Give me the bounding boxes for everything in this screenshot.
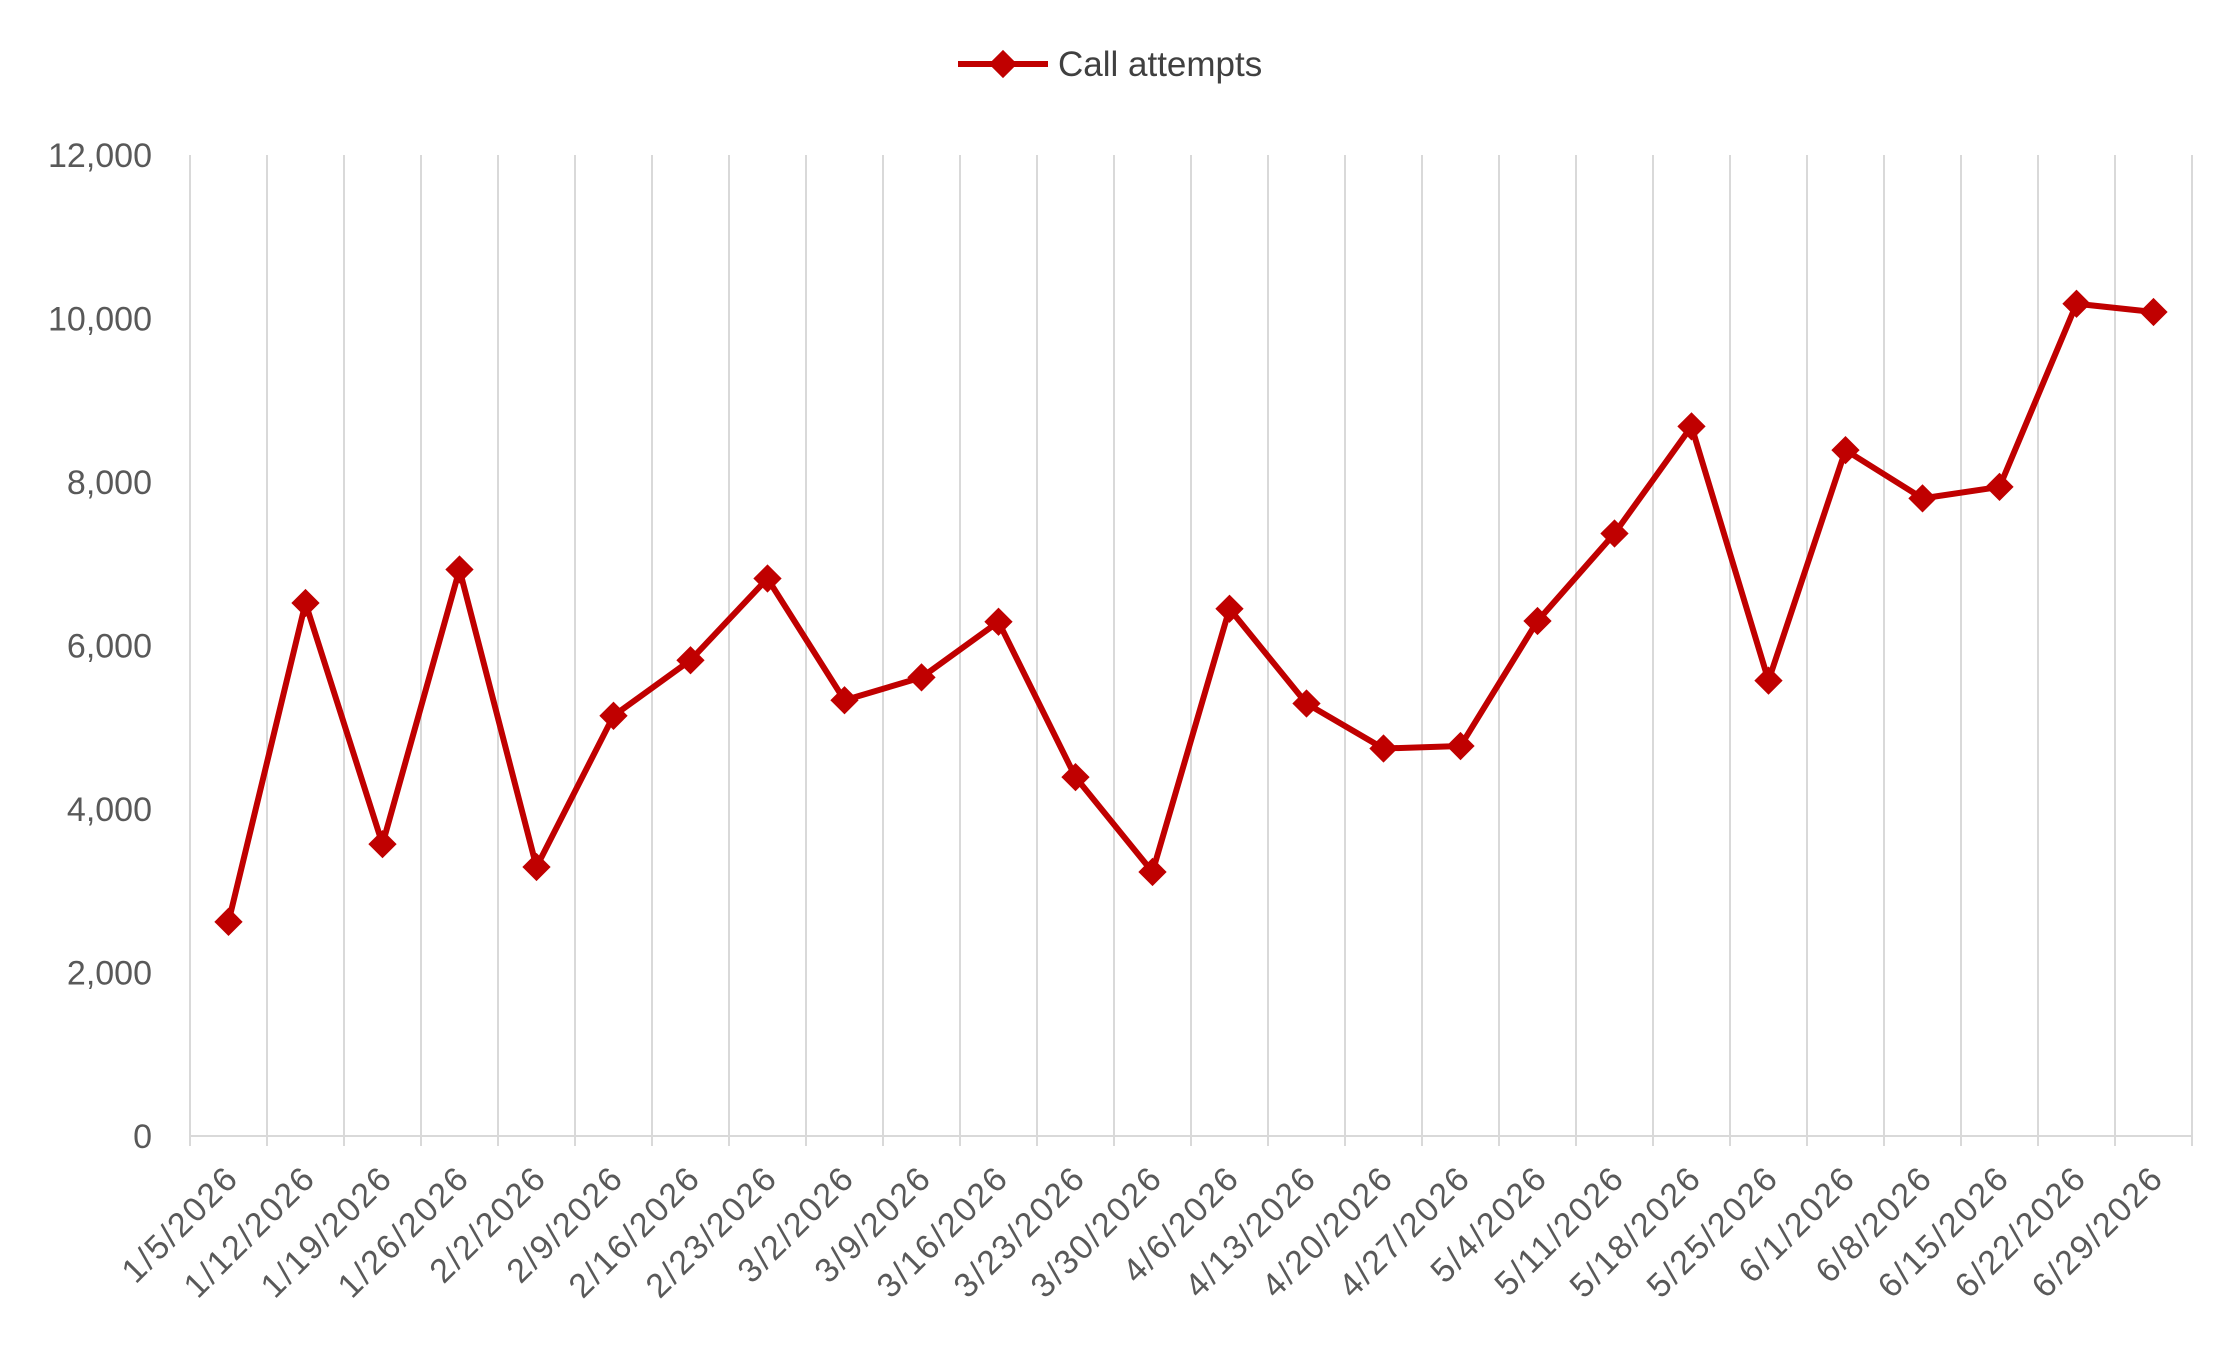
axes xyxy=(189,1135,2193,1146)
grid-lines xyxy=(189,155,2193,1136)
data-point-marker xyxy=(1292,689,1321,718)
data-point-marker xyxy=(830,686,859,715)
data-point-marker xyxy=(368,830,397,859)
data-point-marker xyxy=(1061,762,1090,792)
y-tick-label: 8,000 xyxy=(67,464,152,502)
data-point-marker xyxy=(1138,857,1167,887)
y-tick-label: 10,000 xyxy=(48,301,152,339)
data-point-marker xyxy=(1754,666,1783,695)
y-tick-label: 4,000 xyxy=(67,791,152,829)
data-point-marker xyxy=(1523,606,1552,636)
data-point-marker xyxy=(522,852,551,882)
data-point-marker xyxy=(1369,734,1398,763)
data-point-marker xyxy=(214,907,243,936)
data-point-marker xyxy=(445,555,474,584)
y-tick-label: 6,000 xyxy=(67,628,152,666)
data-point-marker xyxy=(1677,412,1706,441)
y-tick-label: 12,000 xyxy=(48,137,152,175)
data-point-marker xyxy=(291,588,320,618)
y-axis-ticks: 0 2,000 4,000 6,000 8,000 10,000 12,000 xyxy=(48,137,152,1156)
x-axis-ticks: 1/5/20261/12/20261/19/20261/26/20262/2/2… xyxy=(114,1159,2171,1306)
series-line xyxy=(225,300,2154,923)
legend: Call attempts xyxy=(958,45,1262,84)
data-point-marker xyxy=(984,607,1013,636)
y-tick-label: 2,000 xyxy=(67,955,152,993)
y-tick-label: 0 xyxy=(133,1118,152,1156)
data-point-marker xyxy=(676,646,705,675)
data-point-marker xyxy=(2139,297,2168,327)
data-point-marker xyxy=(1446,731,1475,761)
data-point-marker xyxy=(1985,472,2014,502)
data-point-marker xyxy=(1215,594,1244,623)
data-point-marker xyxy=(1600,519,1629,548)
legend-label: Call attempts xyxy=(1058,45,1262,84)
data-point-marker xyxy=(1908,484,1937,513)
legend-marker-swatch xyxy=(988,49,1018,79)
data-point-marker xyxy=(907,663,936,692)
data-point-marker xyxy=(1831,435,1860,465)
series-call-attempts xyxy=(214,289,2168,936)
data-point-marker xyxy=(2062,289,2091,318)
data-point-marker xyxy=(753,564,782,593)
data-point-marker xyxy=(599,701,628,730)
